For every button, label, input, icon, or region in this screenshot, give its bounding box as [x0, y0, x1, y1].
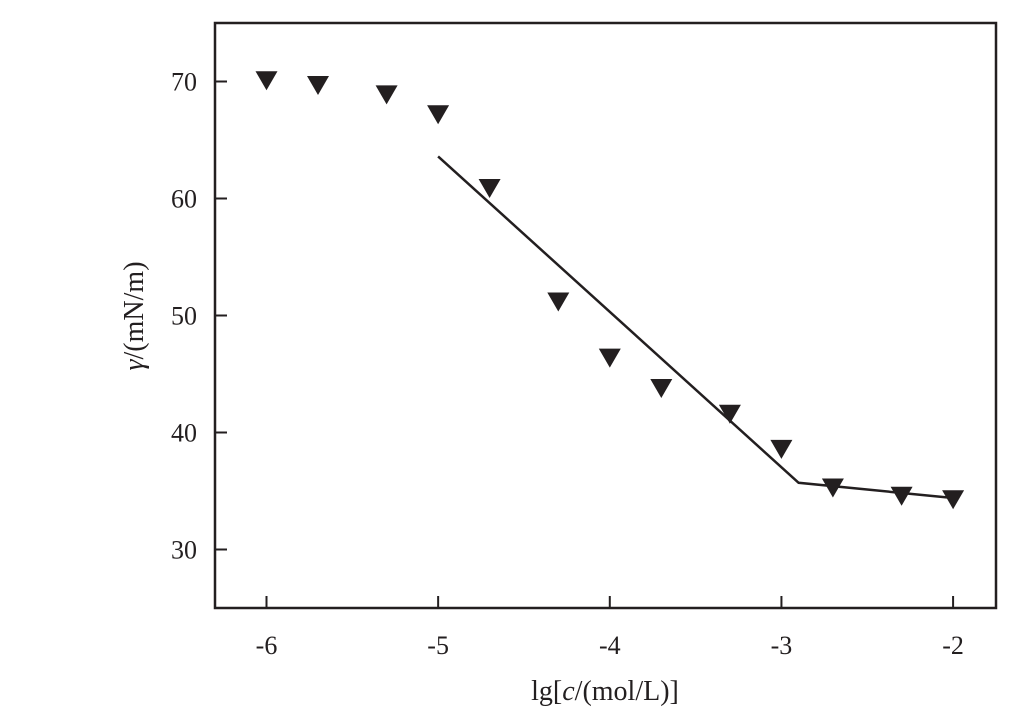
data-point-triangle — [718, 404, 741, 424]
data-point-triangle — [598, 348, 621, 368]
data-point-triangle — [890, 486, 913, 506]
x-axis-ticks: -6 -5 -4 -3 -2 — [256, 596, 964, 660]
fit-line-group — [437, 155, 954, 500]
data-point-triangle — [547, 292, 570, 312]
y-axis-label: γ/(mN/m) — [119, 261, 150, 370]
x-tick-label: -3 — [771, 631, 793, 660]
data-point-triangle — [307, 76, 329, 95]
data-point-triangle — [427, 105, 450, 125]
x-axis-label: lg[c/(mol/L)] — [531, 676, 679, 707]
y-tick-label: 60 — [171, 185, 197, 214]
y-tick-label: 40 — [171, 419, 197, 448]
x-tick-label: -2 — [942, 631, 964, 660]
data-point-triangle — [478, 179, 501, 198]
data-point-triangle — [942, 490, 965, 510]
data-point-triangle — [375, 85, 398, 105]
data-point-triangle — [650, 379, 673, 398]
data-point-triangle — [821, 478, 844, 498]
y-tick-label: 70 — [171, 68, 197, 97]
y-tick-label: 50 — [171, 302, 197, 331]
y-axis-ticks: 30 40 50 60 70 — [171, 68, 227, 565]
fit-line — [437, 155, 954, 500]
x-tick-label: -4 — [599, 631, 621, 660]
x-tick-label: -5 — [427, 631, 449, 660]
x-tick-label: -6 — [256, 631, 278, 660]
data-point-triangle — [255, 71, 278, 91]
y-tick-label: 30 — [171, 536, 197, 565]
plot-frame — [213, 21, 998, 610]
data-points — [255, 71, 965, 510]
data-point-triangle — [770, 439, 793, 459]
